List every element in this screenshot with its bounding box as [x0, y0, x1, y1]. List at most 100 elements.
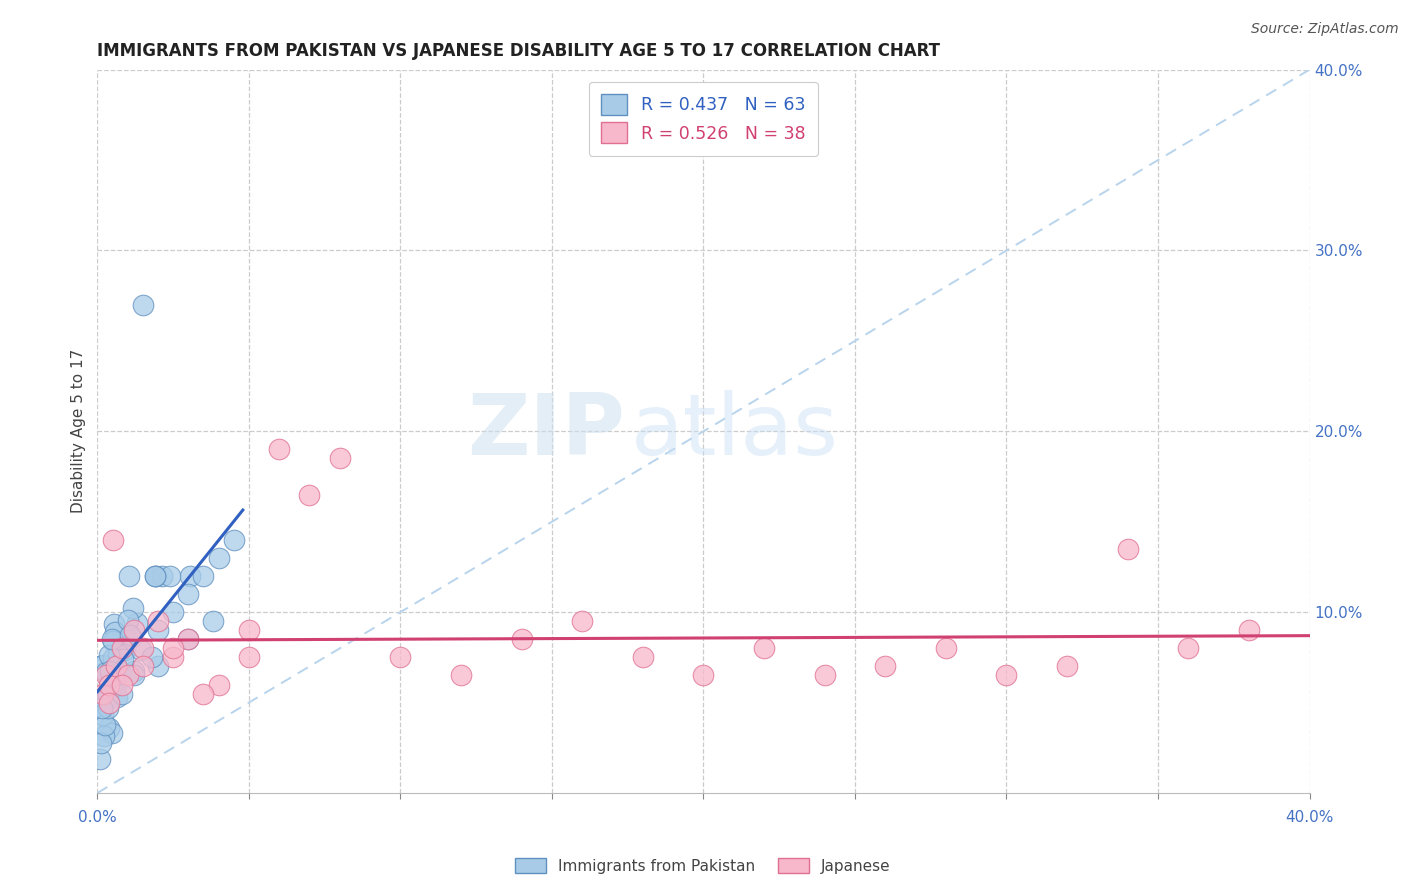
Point	[132, 659, 155, 673]
Point	[89, 752, 111, 766]
Point	[107, 647, 129, 661]
Point	[631, 650, 654, 665]
Point	[145, 569, 167, 583]
Point	[97, 690, 120, 704]
Point	[1237, 624, 1260, 638]
Point	[120, 628, 142, 642]
Point	[389, 650, 412, 665]
Point	[91, 657, 114, 672]
Point	[98, 664, 121, 678]
Point	[97, 701, 120, 715]
Point	[201, 614, 224, 628]
Point	[117, 668, 139, 682]
Text: atlas: atlas	[631, 390, 839, 473]
Point	[114, 643, 136, 657]
Point	[89, 659, 111, 673]
Point	[98, 722, 121, 736]
Point	[105, 677, 128, 691]
Point	[100, 665, 122, 680]
Point	[117, 569, 139, 583]
Point	[207, 677, 229, 691]
Point	[96, 665, 118, 679]
Point	[96, 668, 118, 682]
Point	[193, 687, 215, 701]
Point	[101, 651, 124, 665]
Point	[162, 650, 184, 665]
Point	[1116, 541, 1139, 556]
Text: 0.0%: 0.0%	[77, 810, 117, 825]
Point	[122, 668, 145, 682]
Text: ZIP: ZIP	[467, 390, 624, 473]
Point	[132, 641, 155, 656]
Legend: R = 0.437   N = 63, R = 0.526   N = 38: R = 0.437 N = 63, R = 0.526 N = 38	[589, 82, 818, 155]
Point	[117, 613, 139, 627]
Point	[692, 668, 714, 682]
Point	[238, 650, 260, 665]
Point	[122, 624, 145, 638]
Point	[90, 736, 112, 750]
Point	[101, 632, 124, 647]
Point	[101, 633, 124, 648]
Point	[98, 677, 121, 691]
Point	[94, 694, 117, 708]
Point	[1056, 659, 1078, 673]
Point	[159, 569, 181, 583]
Point	[510, 632, 533, 647]
Point	[108, 665, 131, 679]
Point	[132, 298, 155, 312]
Point	[110, 677, 132, 691]
Point	[91, 701, 114, 715]
Point	[571, 614, 593, 628]
Y-axis label: Disability Age 5 to 17: Disability Age 5 to 17	[72, 349, 86, 514]
Point	[150, 569, 173, 583]
Point	[1177, 641, 1199, 656]
Point	[103, 616, 125, 631]
Point	[162, 605, 184, 619]
Point	[112, 652, 135, 666]
Point	[177, 632, 200, 647]
Point	[814, 668, 837, 682]
Point	[131, 643, 153, 657]
Point	[450, 668, 472, 682]
Point	[97, 674, 120, 689]
Text: 40.0%: 40.0%	[1285, 810, 1334, 825]
Point	[101, 726, 124, 740]
Point	[298, 488, 321, 502]
Point	[110, 687, 132, 701]
Point	[91, 708, 114, 723]
Point	[89, 692, 111, 706]
Point	[143, 569, 166, 583]
Point	[329, 451, 352, 466]
Point	[125, 615, 148, 630]
Point	[101, 533, 124, 547]
Point	[112, 639, 135, 653]
Point	[145, 569, 167, 583]
Point	[105, 690, 128, 705]
Point	[177, 632, 200, 647]
Point	[110, 641, 132, 656]
Point	[97, 648, 120, 663]
Point	[103, 675, 125, 690]
Text: Source: ZipAtlas.com: Source: ZipAtlas.com	[1251, 22, 1399, 37]
Point	[104, 659, 127, 673]
Point	[141, 650, 163, 665]
Point	[121, 600, 143, 615]
Point	[875, 659, 897, 673]
Point	[752, 641, 775, 656]
Point	[193, 569, 215, 583]
Point	[103, 662, 125, 676]
Point	[122, 664, 145, 678]
Point	[94, 690, 117, 705]
Point	[146, 624, 169, 638]
Point	[93, 687, 115, 701]
Point	[89, 699, 111, 714]
Point	[269, 442, 291, 457]
Point	[120, 631, 142, 645]
Point	[98, 696, 121, 710]
Text: IMMIGRANTS FROM PAKISTAN VS JAPANESE DISABILITY AGE 5 TO 17 CORRELATION CHART: IMMIGRANTS FROM PAKISTAN VS JAPANESE DIS…	[97, 42, 941, 60]
Point	[162, 641, 184, 656]
Point	[104, 624, 127, 639]
Point	[179, 569, 201, 583]
Point	[94, 717, 117, 731]
Legend: Immigrants from Pakistan, Japanese: Immigrants from Pakistan, Japanese	[509, 852, 897, 880]
